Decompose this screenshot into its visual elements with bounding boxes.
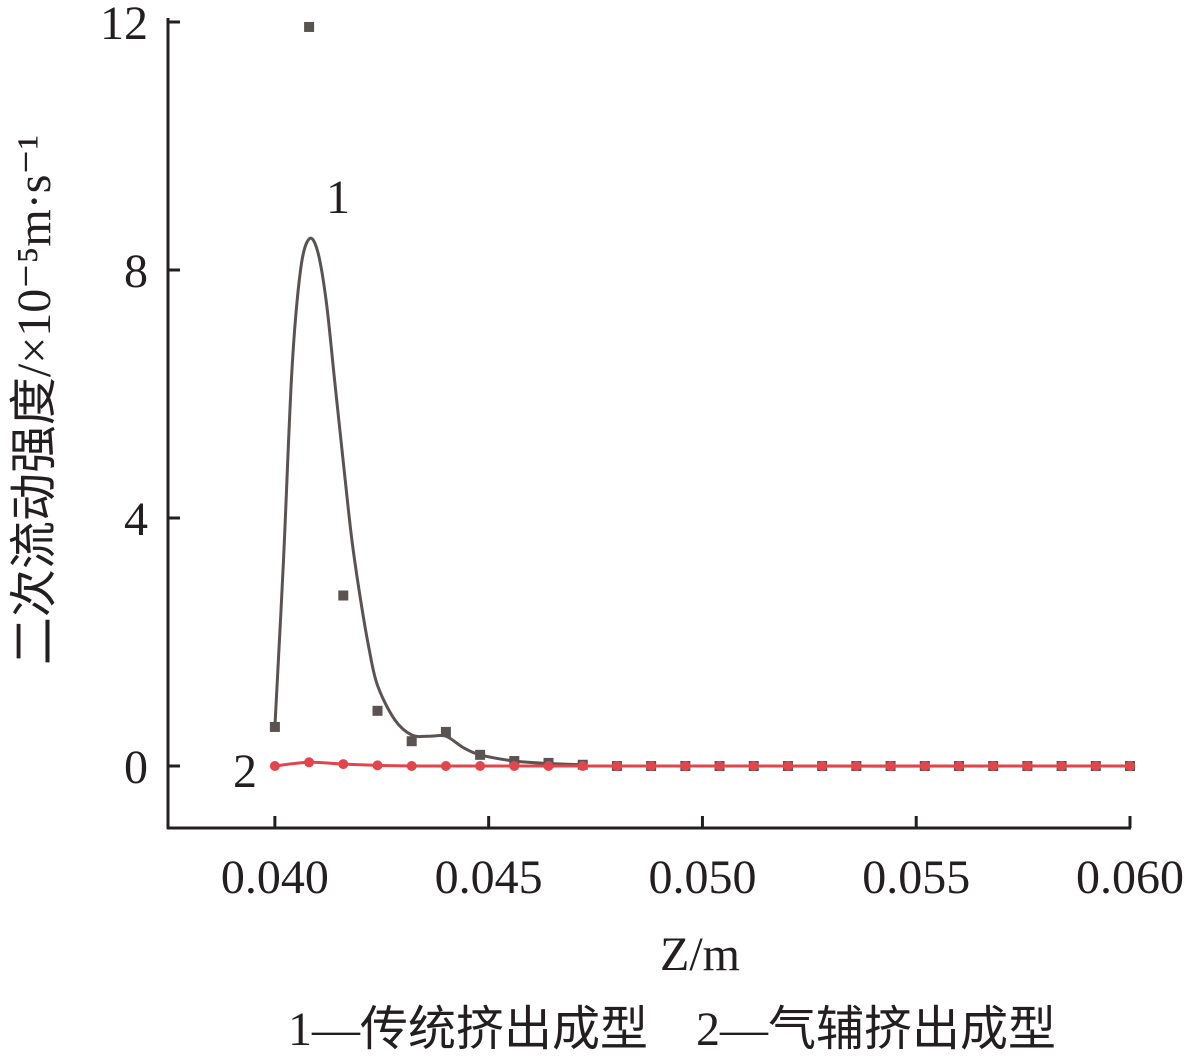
caption: 1—传统挤出成型 2—气辅挤出成型 xyxy=(288,1003,1056,1056)
y-tick-label: 12 xyxy=(100,0,148,50)
y-tick-label: 8 xyxy=(124,245,148,298)
data-point xyxy=(509,761,520,771)
data-point xyxy=(304,21,315,32)
data-point xyxy=(543,761,554,771)
data-point xyxy=(919,761,930,771)
data-point xyxy=(440,761,451,771)
data-point xyxy=(782,761,793,771)
series-label: 1 xyxy=(326,171,350,224)
y-tick-label: 4 xyxy=(124,493,148,546)
data-point xyxy=(406,761,417,771)
data-point xyxy=(372,705,383,716)
data-point xyxy=(406,736,417,747)
series-label: 2 xyxy=(233,745,257,798)
data-point xyxy=(885,761,896,771)
data-point xyxy=(1125,761,1135,771)
data-point xyxy=(269,761,280,771)
data-point xyxy=(953,761,964,771)
data-point xyxy=(475,749,486,760)
series-curve xyxy=(273,236,1131,768)
data-point xyxy=(577,761,588,771)
y-tick-label: 0 xyxy=(124,741,148,794)
data-point xyxy=(817,761,828,771)
data-point xyxy=(475,761,486,771)
data-point xyxy=(1022,761,1033,771)
x-tick-label: 0.055 xyxy=(862,851,970,904)
data-point xyxy=(440,726,451,737)
data-point xyxy=(304,757,315,768)
data-point xyxy=(372,760,383,771)
x-tick-label: 0.045 xyxy=(435,851,543,904)
y-axis-label: 二次流动强度/×10⁻⁵m·s⁻¹ xyxy=(8,135,61,665)
series-curve xyxy=(274,760,1130,768)
data-point xyxy=(1056,761,1067,771)
x-axis-label: Z/m xyxy=(660,928,740,981)
data-point xyxy=(611,761,622,771)
x-tick-label: 0.060 xyxy=(1076,851,1184,904)
data-point xyxy=(748,761,759,771)
data-point xyxy=(988,761,999,771)
data-point xyxy=(1090,761,1101,771)
data-point xyxy=(680,761,691,771)
data-point xyxy=(269,721,280,732)
data-point xyxy=(851,761,862,771)
x-tick-label: 0.050 xyxy=(648,851,756,904)
data-point xyxy=(338,759,349,770)
data-point xyxy=(646,761,657,771)
data-point xyxy=(714,761,725,771)
data-point xyxy=(338,590,349,601)
x-tick-label: 0.040 xyxy=(221,851,329,904)
